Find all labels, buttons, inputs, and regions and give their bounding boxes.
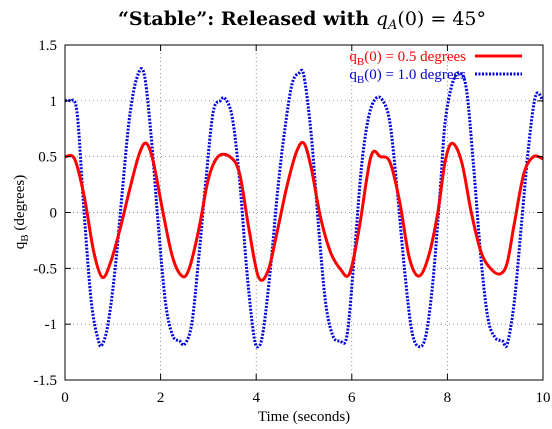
y-axis-label: qB (degrees) (12, 175, 31, 249)
x-tick-label: 6 (348, 390, 356, 406)
x-tick-label: 2 (157, 390, 165, 406)
series-layer (64, 67, 545, 349)
series-line-1p0-degrees (64, 67, 545, 349)
title-sub: A (387, 18, 397, 33)
y-tick-label: -1.5 (33, 373, 57, 389)
y-tick-label: 0.5 (38, 150, 57, 166)
title-rest: (0) = 45° (397, 8, 486, 30)
title-var: q (376, 8, 388, 30)
x-axis-label: Time (seconds) (258, 409, 350, 425)
legend-label-series-2: qB(0) = 1.0 degrees (349, 67, 466, 86)
legend: qB(0) = 0.5 degrees qB(0) = 1.0 degrees (349, 49, 522, 86)
y-tick-label: -0.5 (33, 261, 57, 277)
series-line-0p5-degrees (64, 140, 544, 282)
x-tick-label: 10 (536, 390, 551, 406)
title-quote-close: ”: Released with (196, 8, 376, 30)
legend-2-sub: B (357, 74, 364, 86)
y-axis-label-sub: B (19, 234, 31, 241)
y-tick-label: 1 (50, 94, 58, 110)
title-quote-open: “ (118, 8, 129, 30)
y-tick-label: 0 (50, 206, 58, 222)
x-tick-label: 8 (444, 390, 452, 406)
y-axis-label-main: q (12, 241, 28, 249)
tick-layer: 0 2 4 6 8 10 -1.5 -1 -0.5 0 0.5 1 1.5 (33, 38, 550, 406)
x-tick-label: 0 (61, 390, 69, 406)
title-stable: Stable (129, 8, 196, 30)
legend-1-rest: (0) = 0.5 degrees (364, 49, 466, 65)
legend-1-main: q (349, 49, 357, 65)
legend-label-series-1: qB(0) = 0.5 degrees (349, 49, 466, 68)
legend-2-rest: (0) = 1.0 degrees (364, 67, 466, 83)
chart-title: “Stable”: Released with qA(0) = 45° (118, 8, 486, 33)
legend-1-sub: B (357, 56, 364, 68)
y-tick-label: 1.5 (38, 38, 57, 54)
x-tick-label: 4 (252, 390, 260, 406)
legend-2-main: q (349, 67, 357, 83)
y-axis-label-rest: (degrees) (12, 175, 28, 235)
y-tick-label: -1 (45, 317, 58, 333)
